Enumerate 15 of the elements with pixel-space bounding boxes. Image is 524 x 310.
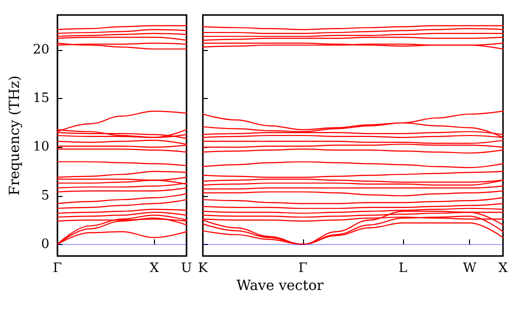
y-tick-label: 5 (41, 188, 50, 204)
x-tick-label: Γ (52, 261, 62, 276)
x-axis-title: Wave vector (236, 278, 324, 294)
x-tick-label: W (462, 261, 477, 276)
x-tick-label: U (181, 261, 192, 276)
x-tick-label: L (398, 261, 408, 276)
x-tick-label: X (150, 261, 160, 276)
y-tick-label: 15 (32, 91, 50, 106)
x-tick-label: X (498, 261, 508, 276)
x-tick-label: K (198, 261, 208, 276)
y-tick-label: 10 (32, 140, 50, 155)
x-tick-label: Γ (298, 261, 308, 276)
y-tick-label: 20 (32, 42, 50, 58)
y-axis-title: Frequency (THz) (7, 75, 23, 196)
y-tick-label: 0 (41, 236, 50, 252)
